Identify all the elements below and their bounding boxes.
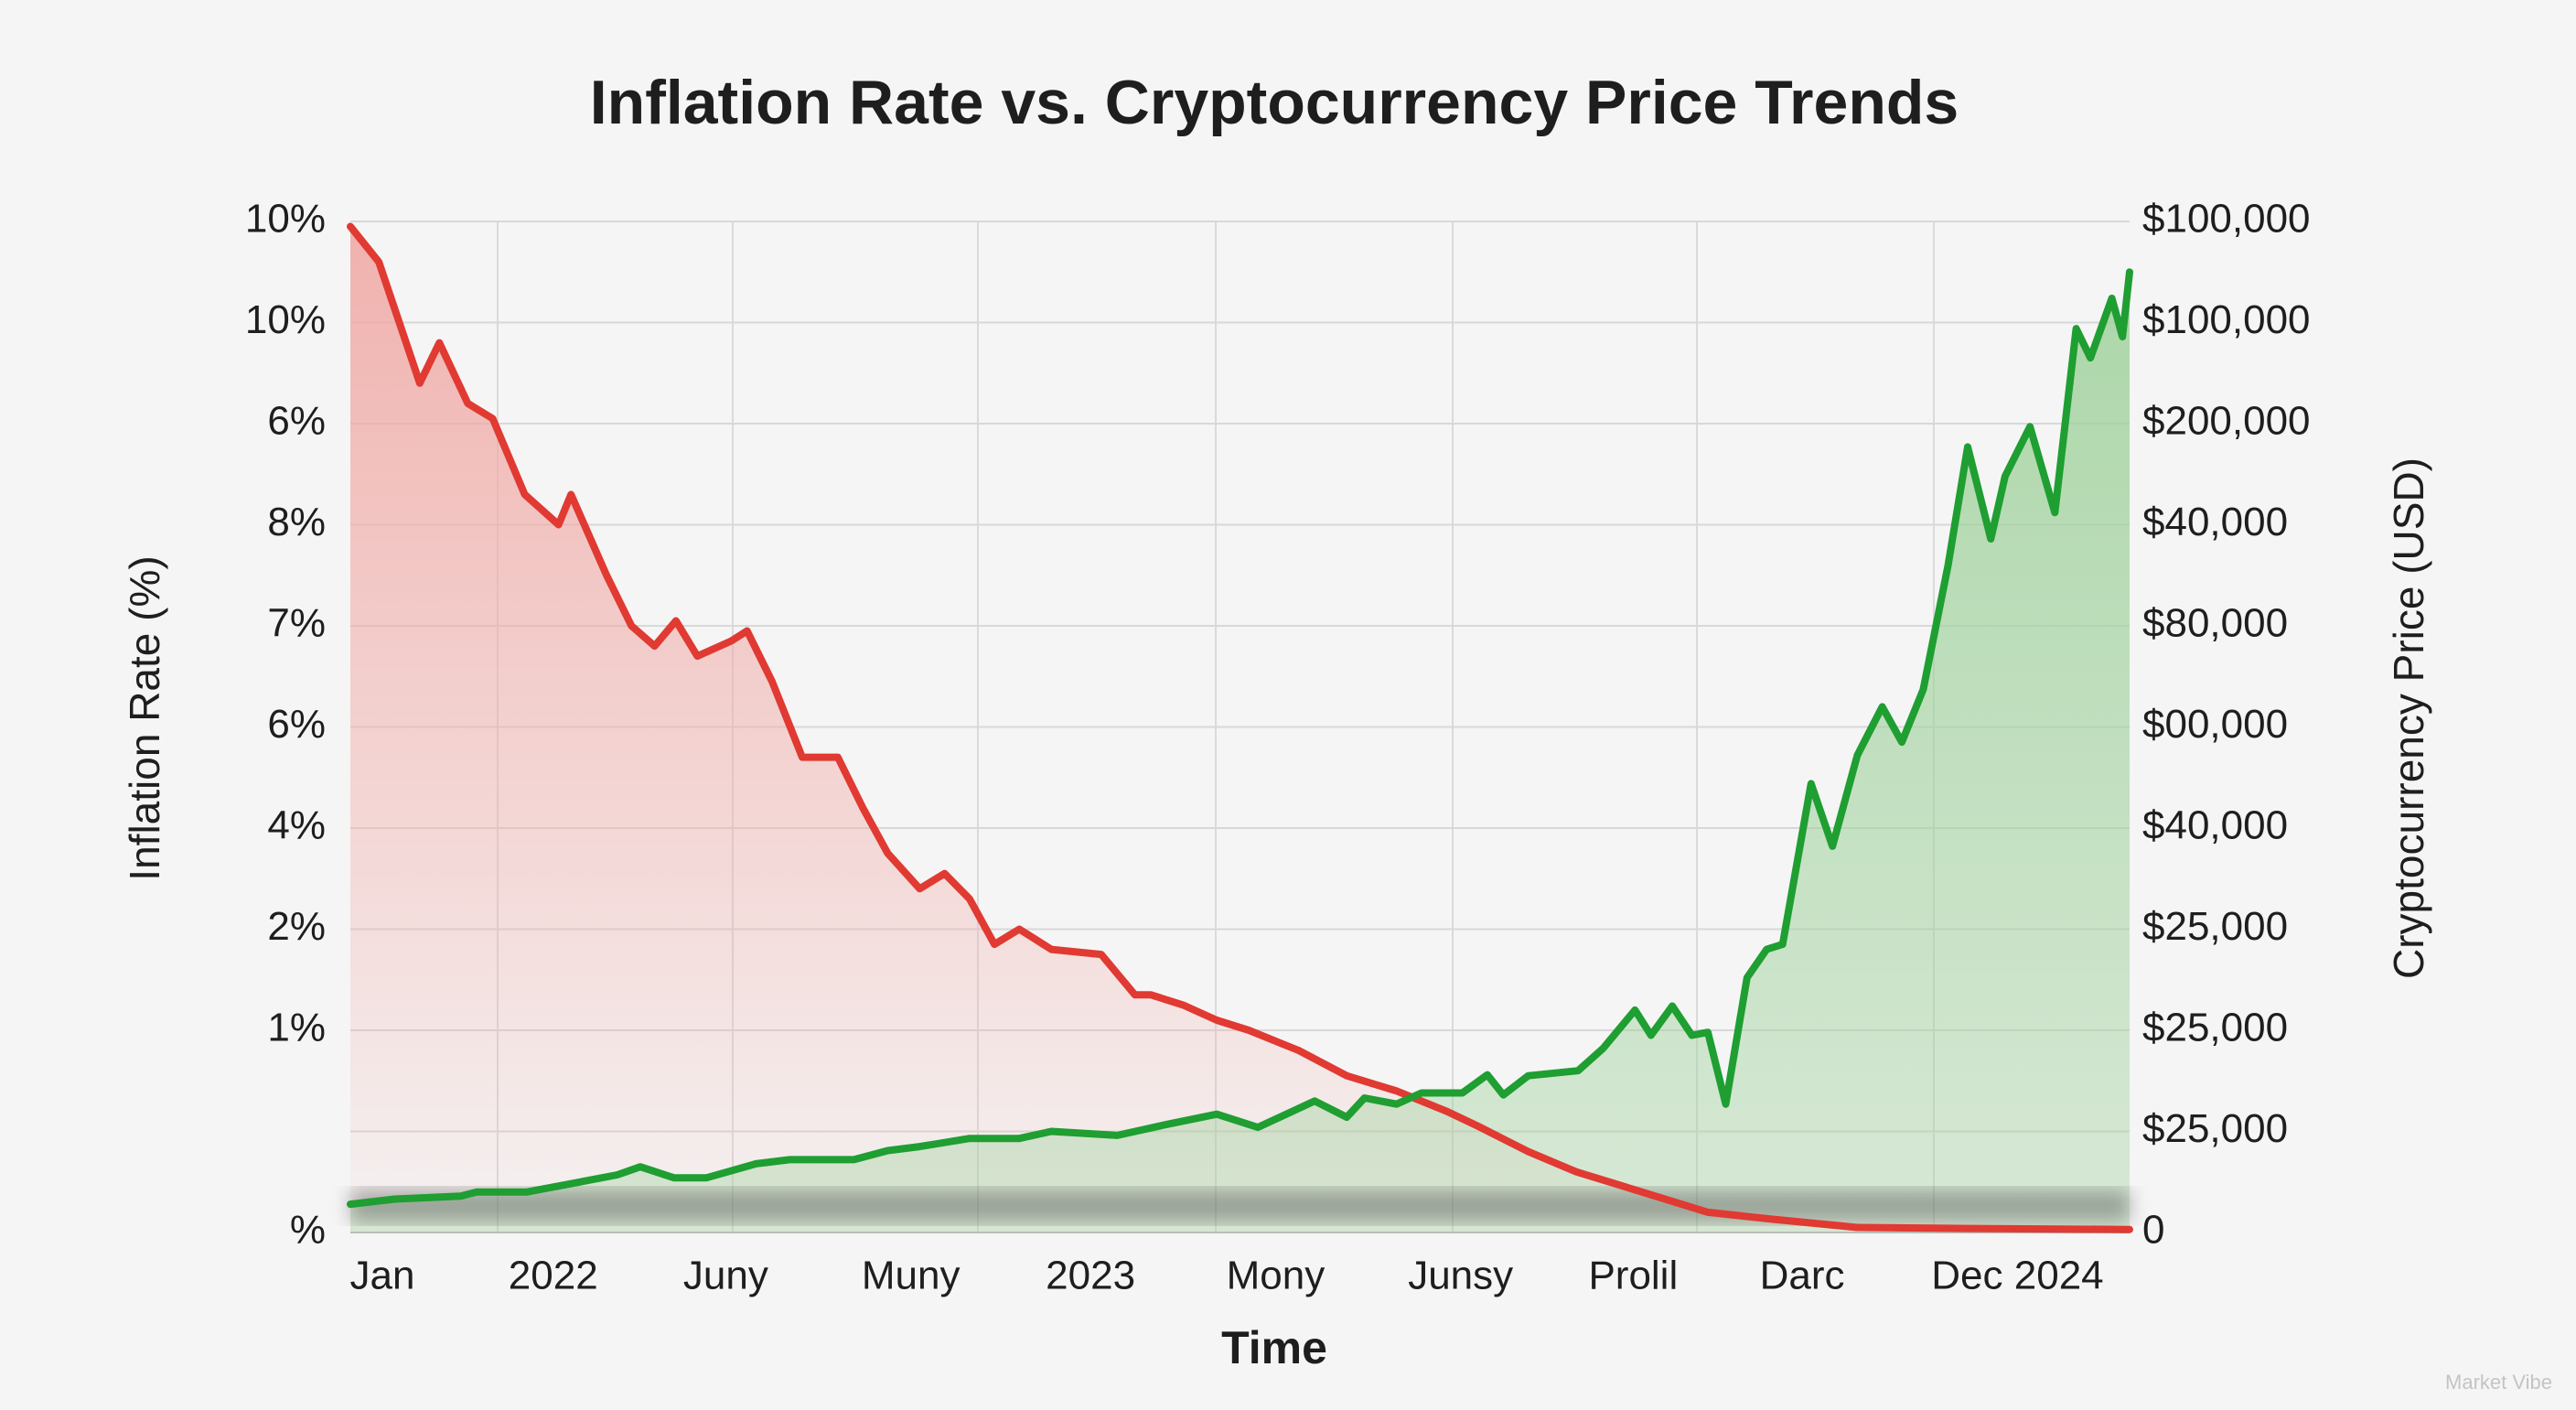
chart-title: Inflation Rate vs. Cryptocurrency Price … (590, 68, 1959, 137)
y2-tick-label: $40,000 (2142, 500, 2288, 544)
y2-tick-label: $200,000 (2142, 399, 2311, 444)
y2-tick-label: $40,000 (2142, 803, 2288, 848)
y-tick-label: 8% (267, 500, 326, 544)
area (350, 272, 2130, 1232)
y-tick-label: 1% (267, 1006, 326, 1050)
y-tick-label: 4% (267, 803, 326, 848)
area (350, 226, 2130, 1232)
y2-tick-label: $25,000 (2142, 904, 2288, 949)
tick-labels: % 1% 2% 4% 6% 7% 8% 6% 10% 10% 0 $25,000 $25,000 $25,… (245, 197, 2311, 1298)
y2-tick-label: $25,000 (2142, 1106, 2288, 1151)
x-tick-label: 2022 (509, 1254, 598, 1298)
x-tick-label: Juny (683, 1254, 768, 1298)
x-tick-label: Muny (862, 1254, 961, 1298)
areas (350, 226, 2130, 1232)
x-tick-label: Dec 2024 (1931, 1254, 2103, 1298)
x-tick-label: 2023 (1046, 1254, 1135, 1298)
y2-tick-label: $80,000 (2142, 601, 2288, 646)
y-tick-label: 7% (267, 601, 326, 646)
y-axis-label: Inflation Rate (%) (121, 555, 168, 880)
line (347, 222, 2133, 1233)
y-tick-label: 10% (245, 297, 326, 342)
y-tick-label: 6% (267, 399, 326, 444)
y-tick-label: 6% (267, 702, 326, 747)
y2-tick-label: 0 (2142, 1208, 2164, 1253)
lines (347, 222, 2133, 1233)
y2-tick-label: $100,000 (2142, 197, 2311, 242)
y-tick-label: 2% (267, 904, 326, 949)
x-tick-label: Jan (350, 1254, 415, 1298)
x-tick-label: Mony (1227, 1254, 1326, 1298)
line (347, 268, 2133, 1209)
y2-axis-label: Cryptocurrency Price (USD) (2385, 457, 2432, 979)
x-tick-label: Prolil (1588, 1254, 1678, 1298)
watermark: Market Vibe (2445, 1371, 2552, 1394)
x-axis-label: Time (1221, 1322, 1327, 1373)
y2-tick-label: $100,000 (2142, 297, 2311, 342)
y-tick-label: % (290, 1208, 326, 1253)
y2-tick-label: $25,000 (2142, 1006, 2288, 1050)
x-tick-label: Darc (1760, 1254, 1845, 1298)
y2-tick-label: $00,000 (2142, 702, 2288, 747)
y-tick-label: 10% (245, 197, 326, 242)
shadow-band (350, 1189, 2130, 1222)
x-tick-label: Junsy (1408, 1254, 1513, 1298)
